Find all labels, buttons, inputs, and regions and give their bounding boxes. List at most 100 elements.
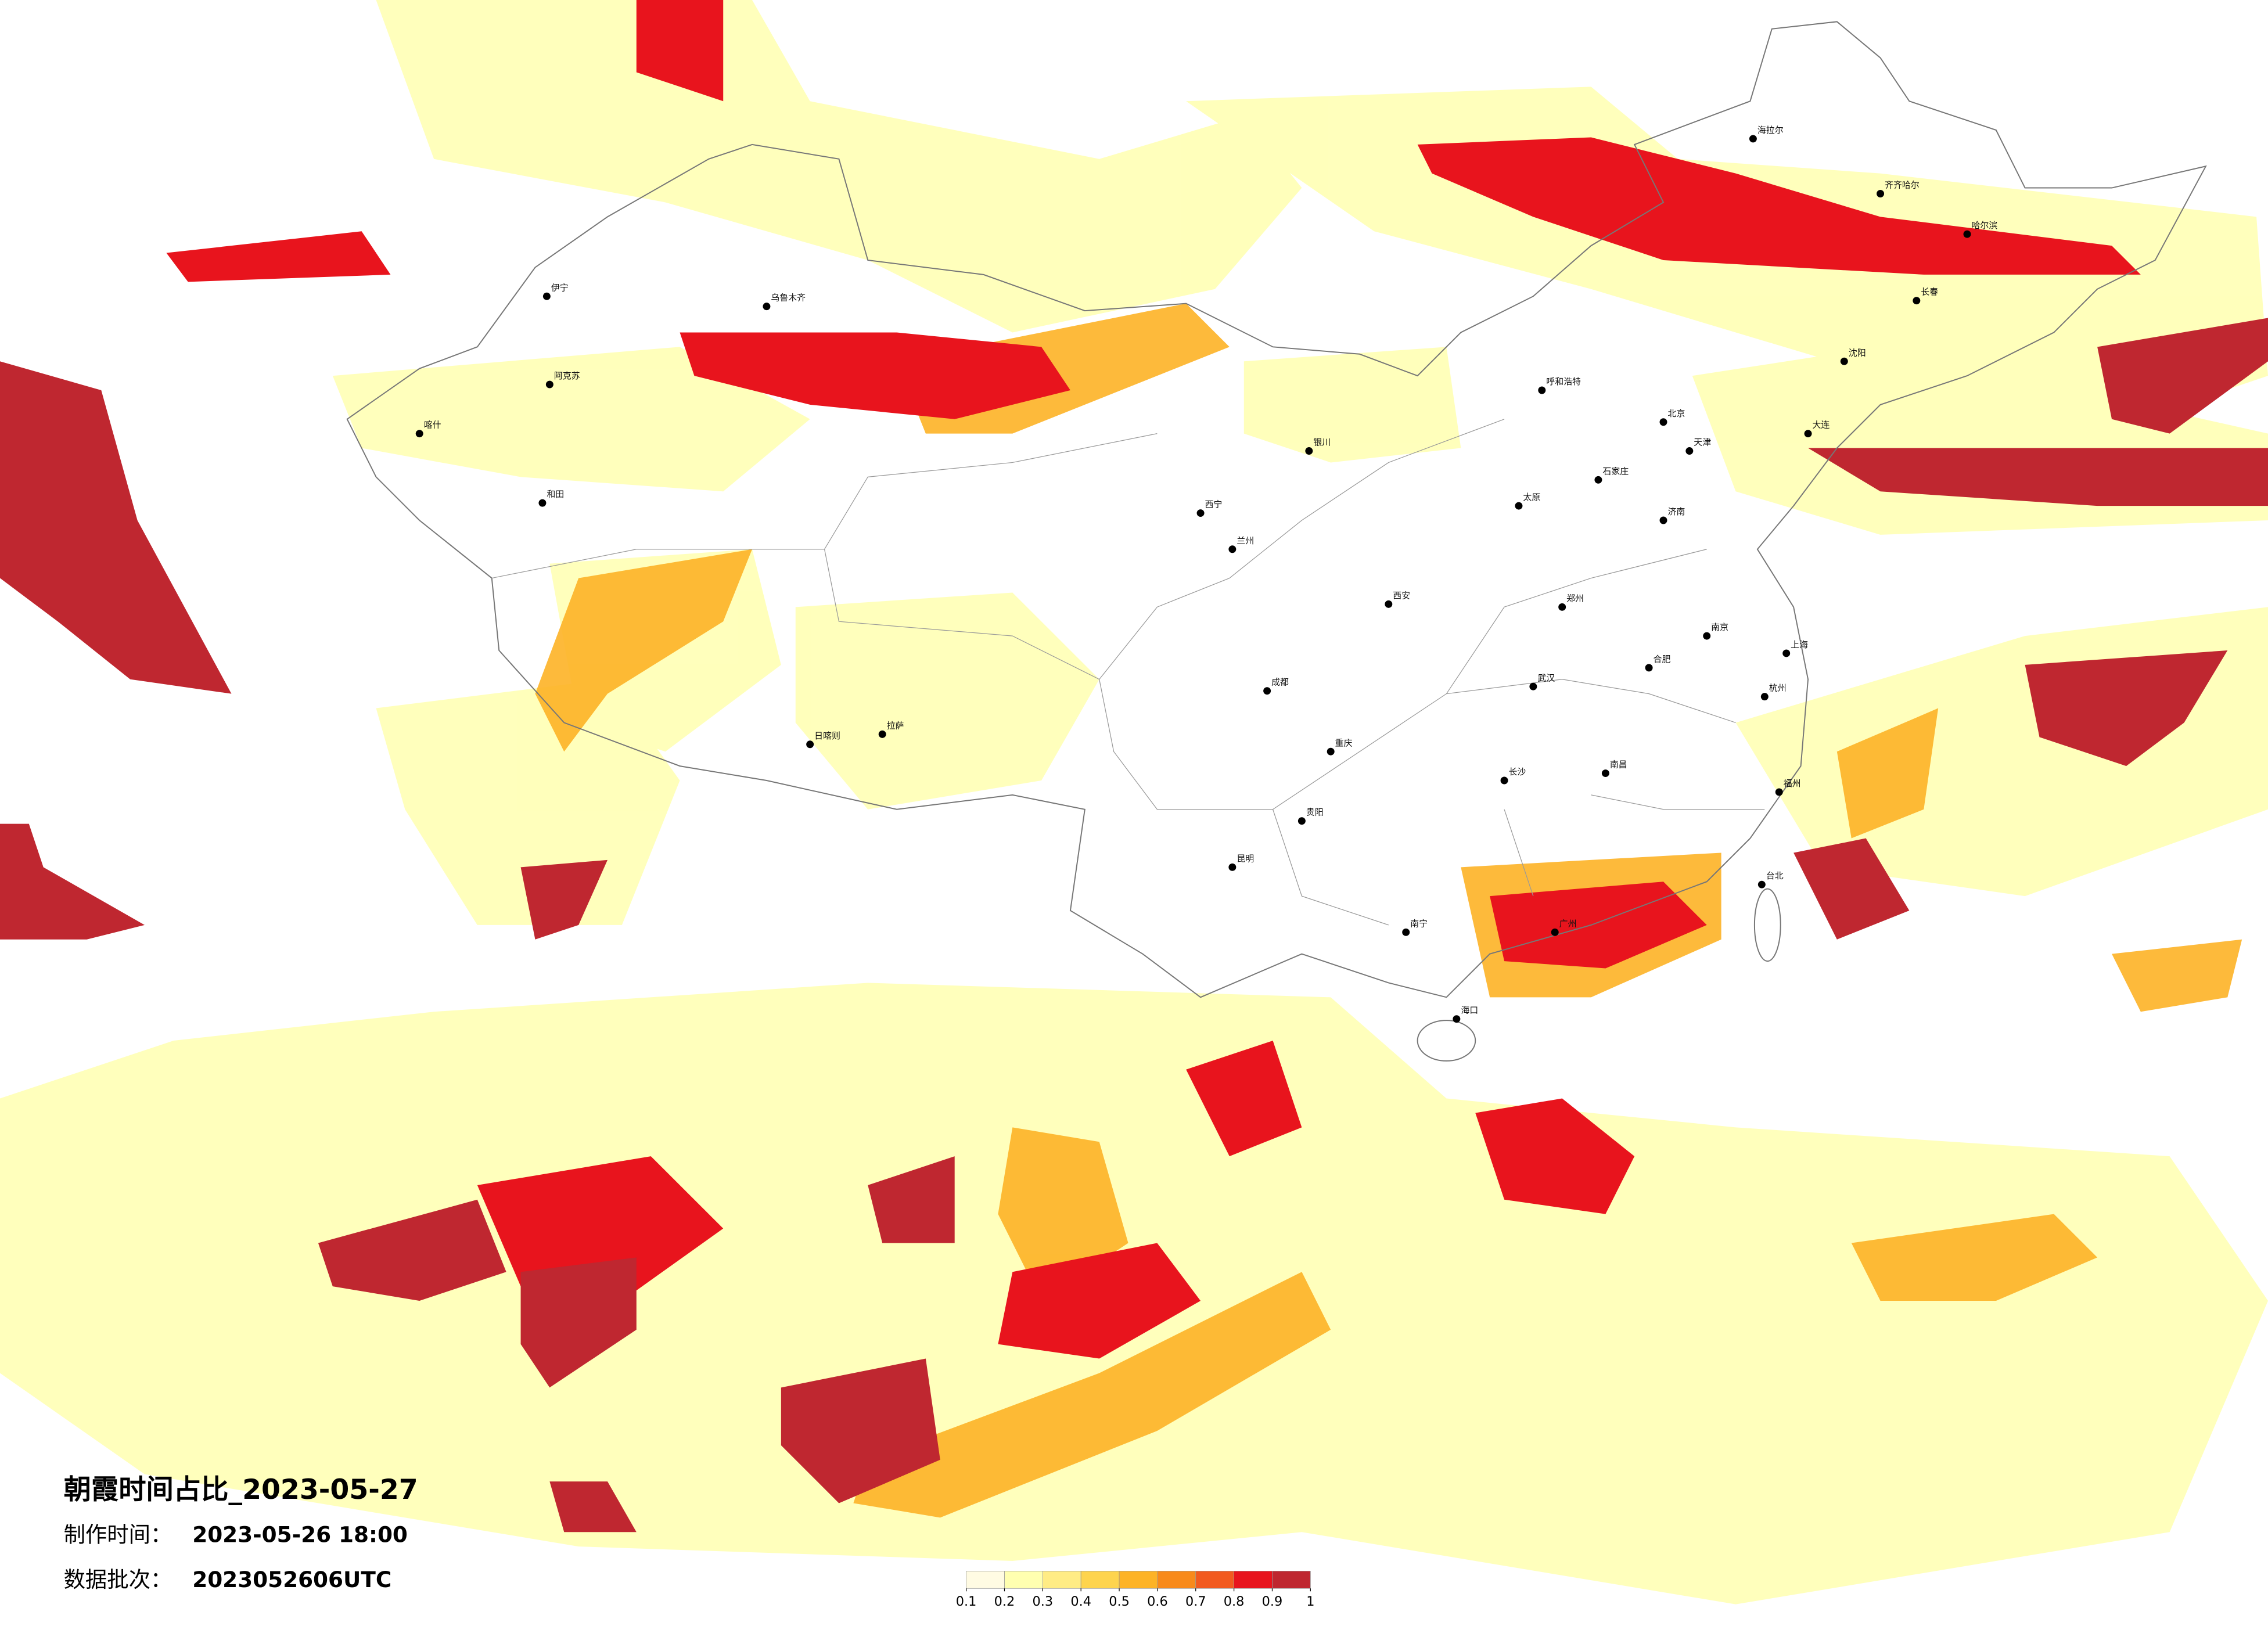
- city-label: 大连: [1813, 420, 1830, 430]
- city-dot: [1913, 297, 1921, 305]
- city-dot: [1297, 817, 1306, 825]
- city-dot: [1659, 418, 1667, 426]
- colorbar-bin: [1195, 1571, 1234, 1589]
- colorbar-bin: [1042, 1571, 1081, 1589]
- city-label: 伊宁: [551, 282, 569, 293]
- city-dot: [1263, 687, 1271, 695]
- colorbar-tick-label: 0.6: [1147, 1594, 1168, 1609]
- city-dot: [1804, 430, 1812, 438]
- city-dot: [1515, 502, 1523, 510]
- city-label: 齐齐哈尔: [1885, 180, 1920, 190]
- city-label: 沈阳: [1849, 347, 1866, 358]
- city-dot: [1840, 357, 1848, 365]
- city-label: 西宁: [1205, 499, 1223, 510]
- colorbar-tick-label: 0.4: [1070, 1594, 1091, 1609]
- city-label: 成都: [1271, 677, 1289, 688]
- city-label: 北京: [1667, 408, 1685, 419]
- colorbar-bin: [1119, 1571, 1158, 1589]
- city-label: 喀什: [424, 420, 441, 430]
- city-dot: [1551, 928, 1559, 936]
- colorbar-tick-label: 1: [1306, 1594, 1314, 1609]
- city-label: 和田: [547, 489, 564, 499]
- city-label: 石家庄: [1602, 466, 1629, 476]
- city-dot: [1538, 386, 1546, 394]
- city-label: 南宁: [1410, 918, 1428, 929]
- city-dot: [1749, 135, 1757, 143]
- colorbar-bin: [966, 1571, 1005, 1589]
- city-dot: [878, 730, 886, 738]
- city-dot: [1703, 632, 1711, 640]
- city-dot: [1685, 447, 1694, 455]
- city-dot: [1196, 509, 1205, 517]
- city-dot: [545, 380, 553, 388]
- city-label: 拉萨: [887, 720, 904, 731]
- colorbar-bin: [1004, 1571, 1043, 1589]
- city-dot: [806, 740, 814, 749]
- city-dot: [1228, 863, 1237, 871]
- city-dot: [415, 430, 423, 438]
- colorbar-tick-label: 0.5: [1109, 1594, 1130, 1609]
- city-label: 阿克苏: [554, 370, 580, 381]
- city-label: 杭州: [1769, 683, 1787, 693]
- production-time-label: 制作时间：: [64, 1522, 172, 1548]
- city-label: 广州: [1559, 918, 1577, 929]
- city-dot: [1558, 603, 1566, 611]
- city-dot: [1385, 600, 1393, 608]
- city-dot: [538, 499, 547, 507]
- city-dot: [1453, 1015, 1461, 1023]
- city-dot: [1760, 693, 1769, 701]
- city-label: 太原: [1523, 492, 1540, 502]
- city-label: 呼和浩特: [1546, 376, 1581, 387]
- colorbar: 0.1 0.2 0.3 0.4 0.5 0.6 0.7 0.8 0.9 1: [956, 1571, 1314, 1609]
- city-label: 天津: [1694, 437, 1711, 448]
- city-dot: [1757, 880, 1766, 888]
- city-label: 西安: [1393, 590, 1410, 600]
- colorbar-tick-label: 0.7: [1185, 1594, 1206, 1609]
- city-label: 长沙: [1509, 767, 1526, 777]
- city-label: 郑州: [1566, 593, 1584, 603]
- city-dot: [1305, 447, 1313, 455]
- map-title: 朝霞时间占比_2023-05-27: [64, 1474, 418, 1506]
- colorbar-tick-label: 0.3: [1033, 1594, 1054, 1609]
- city-label: 台北: [1766, 870, 1784, 881]
- city-label: 兰州: [1237, 535, 1254, 546]
- city-dot: [1327, 747, 1335, 756]
- city-dot: [1775, 788, 1783, 796]
- city-dot: [1228, 545, 1237, 553]
- city-label: 武汉: [1537, 672, 1555, 683]
- city-dot: [1594, 476, 1602, 484]
- taiwan: [1753, 888, 1781, 962]
- city-dot: [1963, 230, 1971, 238]
- city-label: 济南: [1667, 506, 1685, 517]
- borders: [346, 21, 2207, 1062]
- city-dot: [1529, 682, 1537, 690]
- city-dot: [1659, 516, 1667, 524]
- city-label: 海口: [1461, 1005, 1478, 1016]
- city-label: 日喀则: [814, 731, 840, 741]
- city-dot: [1402, 928, 1410, 936]
- city-dot: [542, 292, 551, 300]
- colorbar-bin: [1080, 1571, 1120, 1589]
- city-dot: [1877, 190, 1885, 197]
- city-label: 哈尔滨: [1971, 220, 1997, 231]
- city-dot: [763, 303, 771, 311]
- colorbar-tick-label: 0.1: [956, 1594, 977, 1609]
- hainan: [1417, 1020, 1476, 1062]
- data-batch: 2023052606UTC: [192, 1567, 391, 1592]
- city-dot: [1645, 664, 1653, 672]
- city-label: 贵阳: [1306, 807, 1324, 818]
- city-label: 重庆: [1335, 738, 1353, 748]
- city-dot: [1601, 769, 1609, 778]
- province-lines: [491, 419, 1765, 926]
- country-outline: [346, 21, 2207, 998]
- city-label: 海拉尔: [1757, 125, 1784, 135]
- colorbar-tick-label: 0.2: [994, 1594, 1015, 1609]
- data-batch-label: 数据批次：: [64, 1567, 172, 1592]
- colorbar-tick-label: 0.9: [1262, 1594, 1283, 1609]
- city-label: 长春: [1921, 287, 1938, 297]
- city-dot: [1782, 649, 1791, 657]
- city-label: 合肥: [1654, 654, 1671, 664]
